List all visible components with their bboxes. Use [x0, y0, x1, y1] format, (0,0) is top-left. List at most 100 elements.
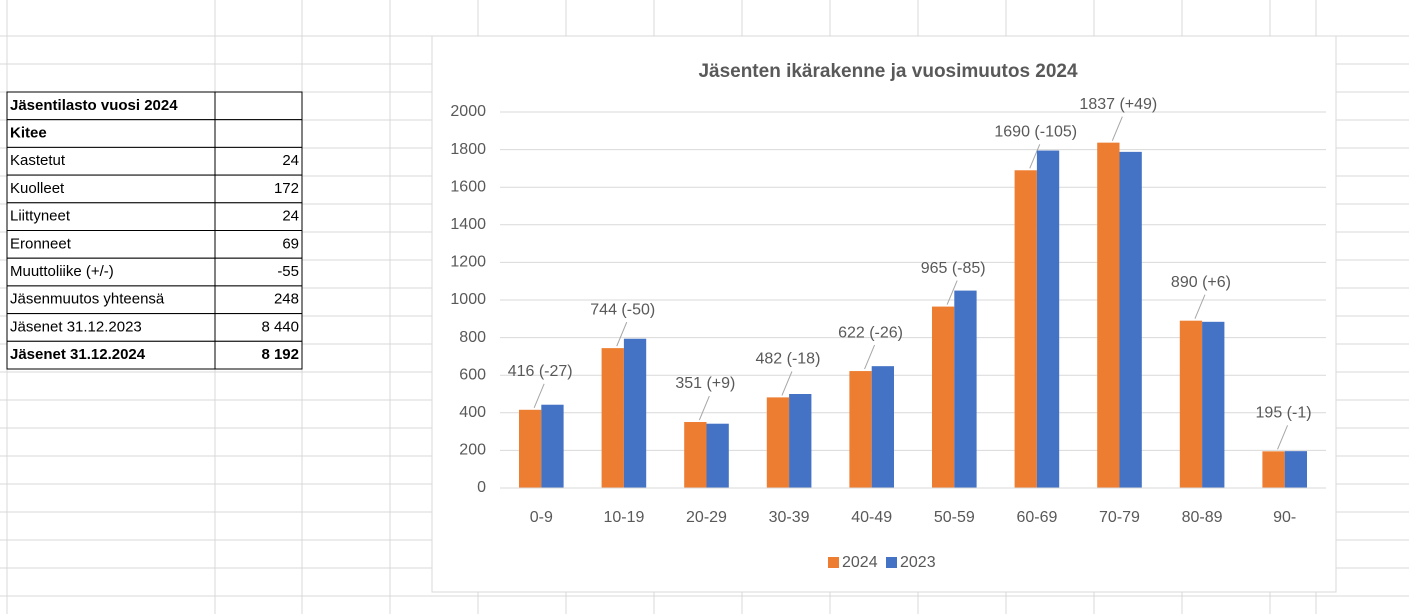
- table-cell: [6, 91, 216, 121]
- bar: [789, 394, 812, 488]
- data-label: 890 (+6): [1171, 274, 1231, 291]
- data-label: 622 (-26): [838, 324, 903, 341]
- bar: [1097, 142, 1120, 489]
- leader-line: [1277, 425, 1289, 450]
- table-cell: [214, 313, 303, 342]
- table-cell: [6, 285, 216, 315]
- table-cell: [214, 174, 303, 204]
- leader-line: [533, 383, 545, 408]
- y-tick-label: 1000: [450, 291, 486, 308]
- leader-line: [781, 371, 793, 396]
- y-tick-label: 1600: [450, 178, 486, 195]
- table-cell: [214, 91, 303, 121]
- row-value: 172: [274, 180, 299, 197]
- x-tick-label: 90-: [1273, 509, 1296, 526]
- data-label: 1837 (+49): [1079, 96, 1157, 113]
- bar: [684, 422, 707, 488]
- table-cell: [214, 285, 303, 315]
- row-value: 24: [282, 152, 299, 169]
- bar: [1036, 150, 1060, 489]
- y-tick-label: 1400: [450, 216, 486, 233]
- table-cell: [214, 340, 303, 370]
- row-label: Jäsenet 31.12.2023: [10, 318, 142, 335]
- data-label: 351 (+9): [675, 375, 735, 392]
- data-label: 744 (-50): [590, 301, 655, 318]
- table-cell: [214, 146, 303, 176]
- row-value: 248: [274, 291, 299, 308]
- row-label: Eronneet: [10, 235, 72, 252]
- x-tick-label: 10-19: [603, 509, 644, 526]
- chart-title: Jäsenten ikärakenne ja vuosimuutos 2024: [698, 61, 1078, 82]
- table-cell: [214, 202, 303, 232]
- leader-line: [864, 344, 876, 370]
- bar: [1202, 321, 1225, 488]
- table-cell: [214, 257, 303, 287]
- y-tick-label: 600: [459, 366, 486, 383]
- row-value: 8 192: [261, 346, 299, 363]
- table-cell: [6, 146, 216, 176]
- row-value: 8 440: [261, 318, 299, 335]
- bar: [871, 366, 895, 488]
- row-label: Kuolleet: [10, 180, 65, 197]
- bar: [1014, 170, 1037, 488]
- data-label: 965 (-85): [921, 260, 986, 277]
- bar: [623, 338, 647, 488]
- y-tick-label: 1800: [450, 141, 486, 158]
- x-tick-label: 50-59: [934, 509, 975, 526]
- x-tick-label: 30-39: [769, 509, 810, 526]
- table-cell: [6, 313, 216, 342]
- legend-swatch: [886, 557, 897, 568]
- leader-line: [698, 395, 710, 421]
- y-tick-label: 800: [459, 329, 486, 346]
- bar: [954, 290, 977, 488]
- bar: [601, 348, 624, 488]
- leader-line: [946, 280, 958, 305]
- bar: [1179, 320, 1203, 488]
- data-label: 195 (-1): [1256, 405, 1312, 422]
- y-tick-label: 200: [459, 442, 486, 459]
- y-tick-label: 2000: [450, 103, 486, 120]
- row-label: Kitee: [10, 125, 47, 142]
- bar: [849, 371, 872, 488]
- row-value: 69: [282, 235, 299, 252]
- y-tick-label: 0: [477, 479, 486, 496]
- x-tick-label: 0-9: [530, 509, 553, 526]
- stats-table: Jäsentilasto vuosi 2024 Kitee Kastetut 24 Ku…: [6, 91, 303, 370]
- bar: [541, 404, 564, 488]
- data-label: 1690 (-105): [994, 123, 1077, 140]
- row-value: -55: [277, 263, 299, 280]
- table-cell: [6, 202, 216, 232]
- bar: [1119, 151, 1142, 488]
- table-cell: [214, 119, 303, 148]
- data-label: 416 (-27): [508, 363, 573, 380]
- bar: [518, 409, 542, 488]
- bar: [1284, 451, 1308, 488]
- chart-area: [431, 35, 1337, 593]
- legend-label: 2023: [900, 554, 936, 571]
- leader-line: [1194, 294, 1206, 319]
- row-label: Jäsentilasto vuosi 2024: [10, 97, 178, 114]
- y-tick-label: 400: [459, 404, 486, 421]
- legend-label: 2024: [842, 554, 878, 571]
- row-label: Kastetut: [10, 152, 66, 169]
- table-cell: [6, 230, 216, 259]
- leader-line: [616, 321, 628, 347]
- x-tick-label: 40-49: [851, 509, 892, 526]
- bar: [706, 423, 729, 488]
- row-label: Muuttoliike (+/-): [10, 263, 114, 280]
- row-label: Jäsenet 31.12.2024: [10, 346, 146, 363]
- row-label: Liittyneet: [10, 208, 71, 225]
- x-tick-label: 20-29: [686, 509, 727, 526]
- row-label: Jäsenmuutos yhteensä: [10, 291, 165, 308]
- bar: [931, 306, 955, 488]
- plot: 0 200 400 600 800 1000 1200 1400 1600 1800 2000 0-9…: [450, 96, 1326, 571]
- bar: [766, 397, 790, 488]
- legend-swatch: [828, 557, 839, 568]
- y-tick-label: 1200: [450, 254, 486, 271]
- leader-line: [1029, 144, 1041, 169]
- bar: [1262, 451, 1285, 488]
- x-tick-label: 70-79: [1099, 509, 1140, 526]
- data-label: 482 (-18): [755, 351, 820, 368]
- leader-line: [1111, 116, 1123, 141]
